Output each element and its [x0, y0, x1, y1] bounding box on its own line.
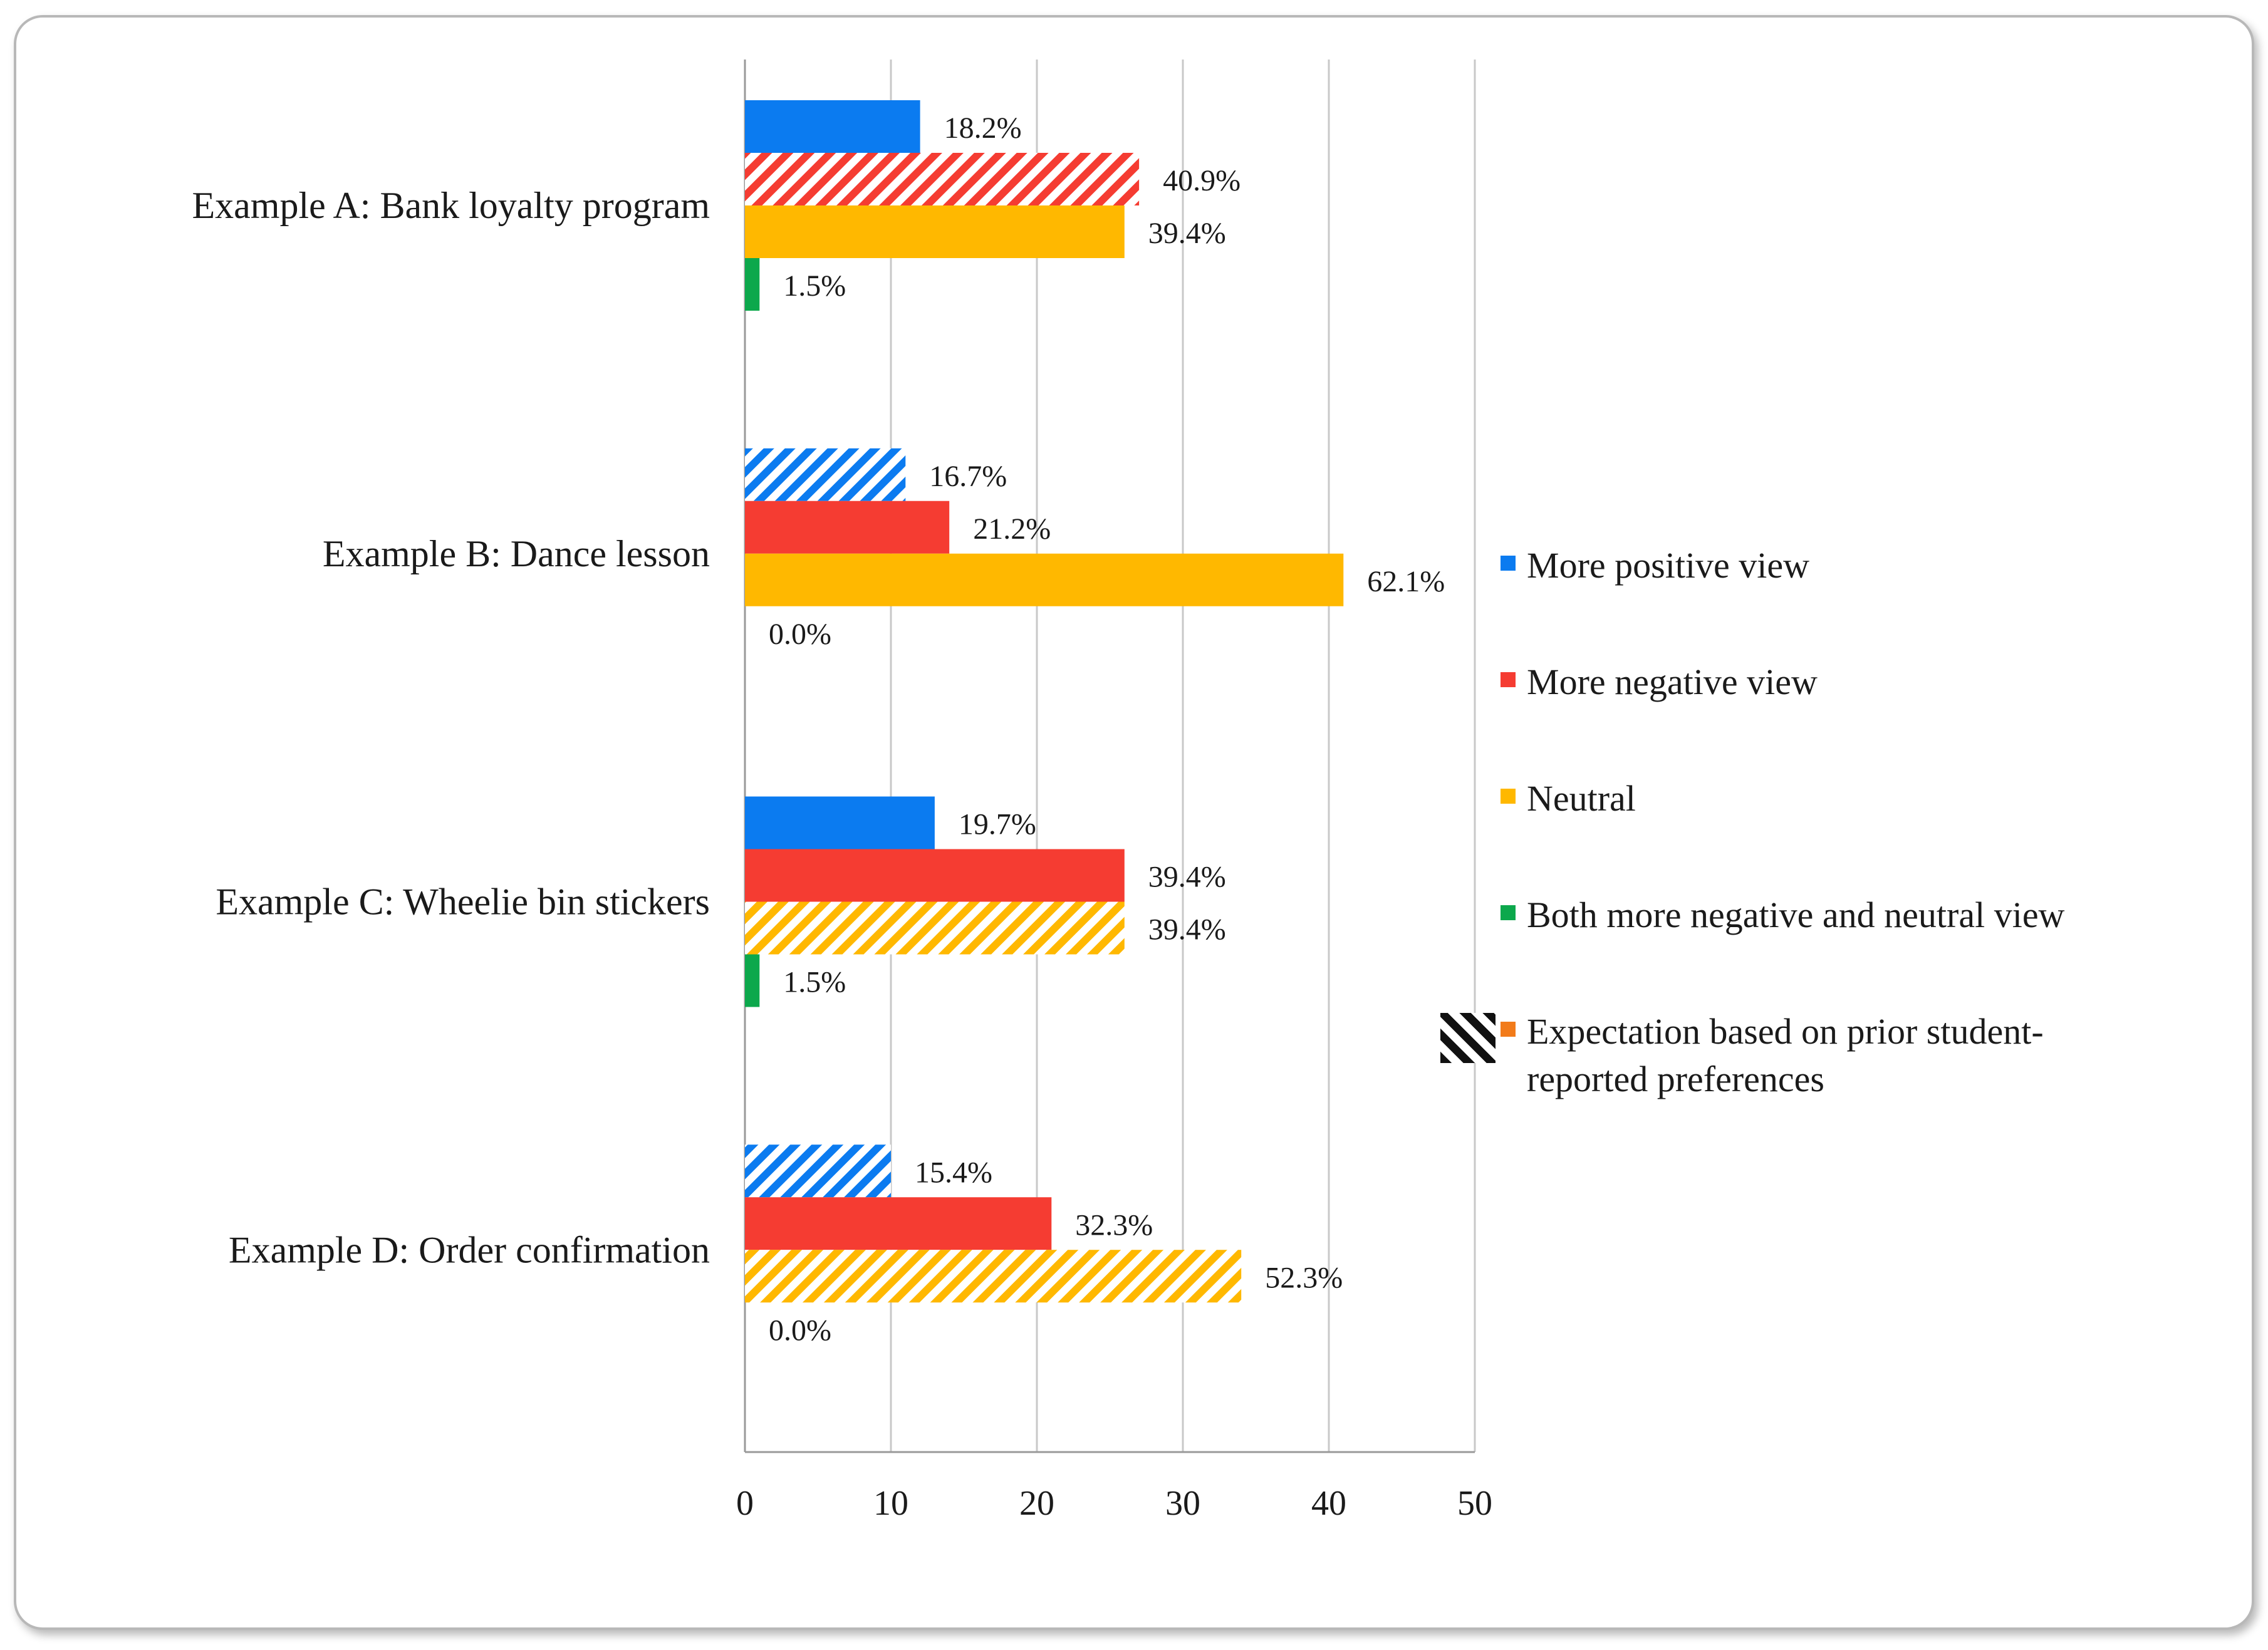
category-label-example-a: Example A: Bank loyalty program	[192, 185, 710, 226]
x-tick-label-10: 10	[873, 1484, 908, 1523]
legend-item-neutral: Neutral	[1501, 775, 2240, 822]
bar-more-negative-0	[745, 153, 1140, 205]
data-label-neutral-2: 39.4%	[1148, 913, 1226, 947]
legend-swatch-more-negative	[1501, 672, 1516, 687]
data-label-neutral-0: 39.4%	[1148, 217, 1226, 250]
legend-label-expectation-line1: Expectation based on prior student-	[1527, 1011, 2044, 1052]
data-label-more-negative-3: 32.3%	[1075, 1208, 1153, 1242]
data-label-both-more-1: 0.0%	[769, 618, 831, 651]
bar-neutral-2	[745, 901, 1125, 955]
legend-item-more-positive: More positive view	[1501, 542, 2240, 589]
data-label-more-negative-1: 21.2%	[973, 512, 1051, 546]
bar-more-negative-2	[745, 849, 1125, 902]
category-label-example-c: Example C: Wheelie bin stickers	[216, 881, 710, 923]
legend-swatch-both	[1501, 905, 1516, 920]
legend-label-expectation: Expectation based on prior student- repo…	[1527, 1008, 2044, 1103]
legend-label-neutral: Neutral	[1527, 778, 1636, 819]
bar-more-negative-1	[745, 501, 950, 554]
x-tick-label-40: 40	[1311, 1484, 1346, 1523]
data-label-both-more-0: 1.5%	[783, 269, 846, 303]
legend-item-expectation: Expectation based on prior student- repo…	[1440, 1008, 2240, 1103]
bar-more-positive-0	[745, 100, 920, 153]
data-label-neutral-1: 62.1%	[1367, 565, 1445, 598]
bar-neutral-3	[745, 1250, 1242, 1303]
category-label-example-d: Example D: Order confirmation	[229, 1229, 710, 1270]
x-tick-label-50: 50	[1457, 1484, 1492, 1523]
bar-neutral-0	[745, 205, 1125, 258]
data-label-more-negative-0: 40.9%	[1163, 164, 1241, 197]
x-tick-label-0: 0	[736, 1484, 754, 1523]
legend-item-more-negative: More negative view	[1501, 658, 2240, 706]
legend-label-expectation-line2: reported preferences	[1527, 1059, 1824, 1099]
data-label-both-more-2: 1.5%	[783, 966, 846, 999]
legend-label-both: Both more negative and neutral view	[1527, 895, 2065, 935]
bar-more-negative-3	[745, 1197, 1052, 1250]
bar-more-positive-3	[745, 1144, 891, 1198]
legend-swatch-more-positive	[1501, 556, 1516, 571]
data-label-neutral-3: 52.3%	[1265, 1261, 1343, 1294]
bar-both-more-0	[745, 258, 760, 311]
bar-more-positive-1	[745, 448, 906, 501]
x-tick-label-20: 20	[1019, 1484, 1054, 1523]
data-label-more-positive-2: 19.7%	[959, 808, 1036, 841]
legend-label-more-positive: More positive view	[1527, 545, 1810, 586]
legend-swatch-neutral	[1501, 789, 1516, 804]
data-label-more-positive-0: 18.2%	[944, 112, 1022, 145]
data-label-both-more-3: 0.0%	[769, 1314, 831, 1347]
data-label-more-positive-3: 15.4%	[915, 1156, 992, 1189]
legend-item-both: Both more negative and neutral view	[1501, 891, 2240, 939]
bar-neutral-1	[745, 553, 1344, 606]
chart-frame	[14, 15, 2254, 1630]
legend-hatch-icon	[1440, 1013, 1496, 1063]
bars	[745, 100, 1344, 1303]
x-tick-label-30: 30	[1165, 1484, 1200, 1523]
category-label-example-b: Example B: Dance lesson	[323, 533, 710, 574]
data-label-more-positive-1: 16.7%	[929, 460, 1007, 493]
bar-more-positive-2	[745, 796, 935, 849]
bar-both-more-2	[745, 954, 760, 1007]
legend-swatch-expectation	[1501, 1022, 1516, 1037]
legend-label-more-negative: More negative view	[1527, 662, 1818, 702]
labels: 0 10 20 30 40 50 Example A: Bank loyalty progr…	[192, 112, 1493, 1523]
data-label-more-negative-2: 39.4%	[1148, 861, 1226, 894]
